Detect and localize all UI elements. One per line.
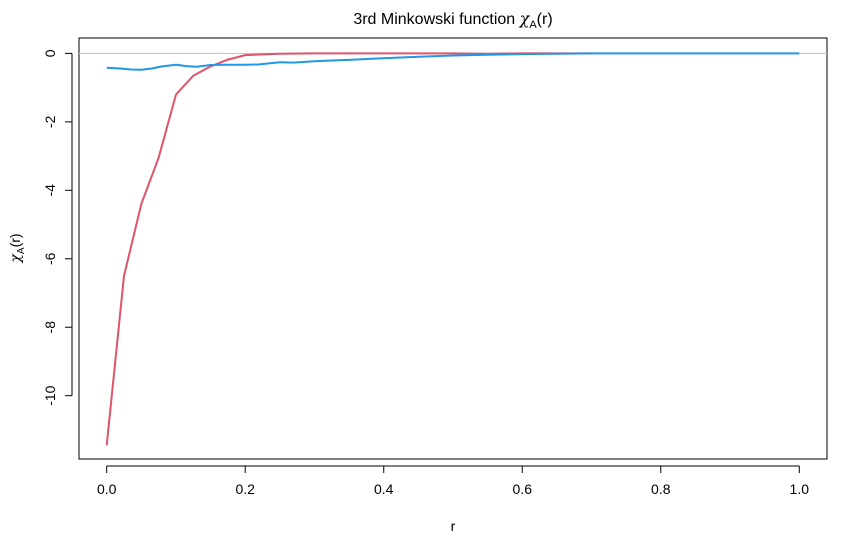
x-tick-label: 0.2 — [235, 481, 255, 497]
x-axis-label: r — [451, 518, 456, 534]
plot-frame — [78, 37, 828, 460]
x-tick-label: 0.0 — [97, 481, 117, 497]
series-line-1 — [105, 52, 592, 446]
y-tick-label: -6 — [42, 252, 58, 265]
y-tick-label: -8 — [42, 321, 58, 334]
chart-title: 3rd Minkowski function χA(r) — [353, 9, 552, 31]
y-tick-label: -2 — [42, 115, 58, 128]
x-tick-label: 0.4 — [374, 481, 394, 497]
x-tick-label: 0.8 — [651, 481, 671, 497]
series-line-2 — [106, 52, 800, 71]
x-tick-label: 0.6 — [513, 481, 533, 497]
title-chi-symbol: χ — [519, 9, 531, 28]
y-tick-label: -10 — [42, 385, 58, 405]
y-axis-label: χA(r) — [7, 233, 27, 263]
x-tick-label: 1.0 — [790, 481, 810, 497]
y-tick-label: -4 — [42, 184, 58, 197]
y-tick-label: 0 — [42, 49, 58, 57]
